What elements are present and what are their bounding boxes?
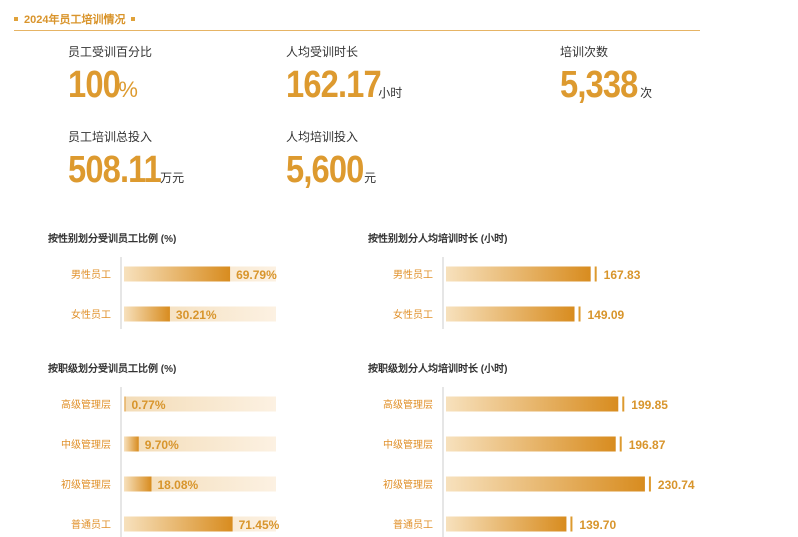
category-label: 男性员工: [393, 268, 433, 281]
bar: [446, 516, 567, 532]
stat-total-investment: 员工培训总投入 508.11 万元: [68, 128, 184, 189]
stat-value-row: 162.17 小时: [286, 66, 402, 104]
category-label: 初级管理层: [61, 478, 111, 491]
value-label: 199.85: [631, 398, 668, 412]
section-header: 2024年员工培训情况: [14, 8, 136, 30]
stat-number: 508.11: [68, 149, 162, 191]
stat-training-count: 培训次数 5,338 次: [560, 43, 652, 104]
bar: [124, 266, 231, 282]
chart-level-hours: 高级管理层 199.85 中级管理层 196.87 初级管理层 230.74 普通员工 139…: [383, 387, 695, 537]
stat-number: 162.17: [286, 64, 382, 106]
value-label: 30.21%: [176, 308, 217, 322]
stat-value-row: 5,600 元: [286, 151, 376, 189]
category-label: 女性员工: [71, 308, 111, 321]
bar: [446, 436, 616, 452]
bar: [124, 436, 139, 452]
stat-value-row: 100 %: [68, 66, 152, 104]
stat-trained-pct: 员工受训百分比 100 %: [68, 43, 152, 104]
bar-track: [124, 476, 276, 492]
category-label: 普通员工: [393, 518, 433, 531]
stat-label: 人均受训时长: [286, 45, 359, 59]
value-label: 196.87: [629, 438, 666, 452]
stat-value-row: 5,338 次: [560, 66, 652, 104]
stat-unit: 次: [640, 86, 653, 100]
chart-title-gender-pct: 按性别划分受训员工比例 (%): [48, 234, 177, 245]
category-label: 初级管理层: [383, 478, 433, 491]
stat-label: 培训次数: [560, 45, 609, 59]
section-title: 2024年员工培训情况: [24, 14, 126, 26]
chart-gender-hours: 男性员工 167.83 女性员工 149.09: [393, 257, 641, 329]
value-label: 69.79%: [236, 268, 277, 282]
stat-unit: 万元: [160, 171, 185, 185]
stat-label: 员工培训总投入: [68, 130, 153, 144]
bar-track: [124, 436, 276, 452]
value-label: 167.83: [604, 268, 641, 282]
chart-gender-pct: 男性员工 69.79% 女性员工 30.21%: [71, 257, 277, 329]
stat-hours-per-capita: 人均受训时长 162.17 小时: [286, 43, 402, 104]
value-label: 149.09: [588, 308, 625, 322]
category-label: 男性员工: [71, 268, 111, 281]
category-label: 中级管理层: [61, 438, 111, 451]
category-label: 高级管理层: [61, 398, 111, 411]
value-label: 139.70: [579, 518, 616, 532]
value-label: 9.70%: [145, 438, 179, 452]
category-label: 女性员工: [393, 308, 433, 321]
bar: [124, 516, 233, 532]
chart-title-gender-hours: 按性别划分人均培训时长 (小时): [368, 234, 508, 245]
stat-unit: %: [118, 77, 138, 102]
category-label: 高级管理层: [383, 398, 433, 411]
category-label: 中级管理层: [383, 438, 433, 451]
stat-unit: 元: [364, 171, 377, 185]
stat-value-row: 508.11 万元: [68, 151, 184, 189]
value-label: 71.45%: [239, 518, 280, 532]
bar: [124, 396, 126, 412]
stat-number: 100: [68, 64, 121, 106]
stat-unit: 小时: [378, 86, 403, 100]
value-label: 230.74: [658, 478, 695, 492]
bar-track: [124, 396, 276, 412]
stat-label: 员工受训百分比: [68, 45, 153, 59]
value-label: 0.77%: [132, 398, 166, 412]
category-label: 普通员工: [71, 518, 111, 531]
header-divider: [14, 30, 700, 31]
chart-title-level-hours: 按职级划分人均培训时长 (小时): [368, 364, 508, 375]
stat-investment-per-capita: 人均培训投入 5,600 元: [286, 128, 376, 189]
bar: [446, 266, 591, 282]
bar: [446, 306, 575, 322]
header-bullet-right: [131, 17, 136, 21]
header-bullet-left: [14, 17, 18, 21]
stat-label: 人均培训投入: [286, 130, 359, 144]
chart-title-level-pct: 按职级划分受训员工比例 (%): [48, 364, 177, 375]
bar: [124, 476, 152, 492]
bar: [124, 306, 170, 322]
value-label: 18.08%: [157, 478, 198, 492]
bar: [446, 476, 645, 492]
chart-level-pct: 高级管理层 0.77% 中级管理层 9.70% 初级管理层 18.08% 普通员工 71.45…: [61, 387, 280, 537]
bar: [446, 396, 619, 412]
stat-number: 5,338: [560, 64, 638, 106]
stat-number: 5,600: [286, 149, 364, 191]
